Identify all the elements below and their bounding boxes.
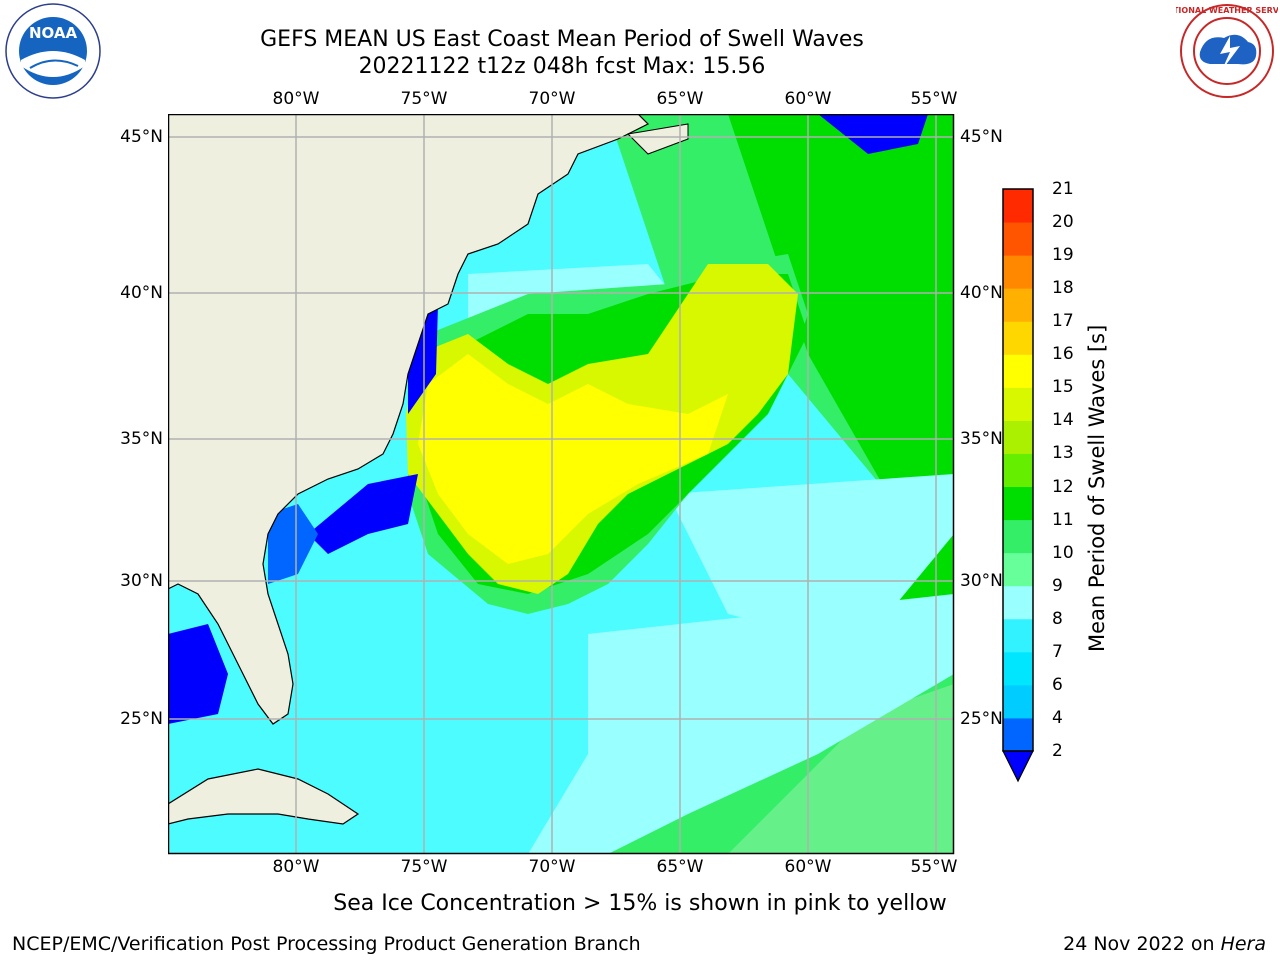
contour-8s-mid [668, 474, 954, 634]
lat-label-left-45n: 45°N [120, 127, 163, 147]
lat-label-left-35n: 35°N [120, 429, 163, 449]
contour-14s [418, 354, 728, 564]
colorbar-tick-label: 17 [1052, 311, 1074, 332]
chart-title: GEFS MEAN US East Coast Mean Period of S… [260, 27, 864, 52]
colorbar-tick-label: 18 [1052, 278, 1074, 299]
ice-note-text: Sea Ice Concentration > 15% is shown in … [333, 891, 947, 916]
colorbar-band [1003, 354, 1033, 388]
canada-low-period [818, 114, 928, 154]
colorbar-tick-label: 13 [1052, 443, 1074, 464]
colorbar [1002, 188, 1034, 783]
colorbar-band [1003, 486, 1033, 521]
lon-label-top-65w: 65°W [656, 89, 704, 109]
colorbar-band [1003, 585, 1033, 620]
gulf-low-period [168, 624, 228, 724]
lat-label-left-30n: 30°N [120, 571, 163, 591]
ice-note: Sea Ice Concentration > 15% is shown in … [0, 891, 1280, 916]
lon-label-bottom-75w: 75°W [400, 857, 448, 877]
colorbar-tick-label: 7 [1052, 641, 1063, 662]
lon-label-top-80w: 80°W [272, 89, 320, 109]
chart-subtitle: 20221122 t12z 048h fcst Max: 15.56 [358, 54, 766, 79]
lon-label-top-55w: 55°W [910, 89, 958, 109]
colorbar-band [1003, 255, 1033, 289]
contour-8s-south [528, 594, 954, 854]
nws-logo-text: NATIONAL WEATHER SERVICE [1176, 6, 1278, 15]
colorbar-tick-label: 21 [1052, 179, 1074, 199]
run-host: Hera [1220, 933, 1266, 955]
north-america-land [168, 114, 650, 725]
lat-label-left-25n: 25°N [120, 709, 163, 729]
colorbar-band [1003, 420, 1033, 454]
lat-label-right-40n: 40°N [960, 283, 1003, 303]
colorbar-band [1003, 387, 1033, 421]
lon-label-bottom-80w: 80°W [272, 857, 320, 877]
colorbar-tick-label: 12 [1052, 476, 1074, 497]
lon-label-top-60w: 60°W [784, 89, 832, 109]
colorbar-band [1003, 222, 1033, 256]
nws-logo: NATIONAL WEATHER SERVICE [1176, 4, 1278, 98]
colorbar-tick-label: 19 [1052, 245, 1074, 266]
lat-label-left-40n: 40°N [120, 283, 163, 303]
lon-label-bottom-60w: 60°W [784, 857, 832, 877]
colorbar-tick-label: 9 [1052, 575, 1063, 596]
lat-label-right-45n: 45°N [960, 127, 1003, 147]
lat-label-right-25n: 25°N [960, 709, 1003, 729]
colorbar-tick-label: 11 [1052, 509, 1074, 530]
colorbar-band [1003, 684, 1033, 719]
colorbar-frame [1002, 188, 1034, 752]
colorbar-tick-label: 16 [1052, 344, 1074, 365]
colorbar-tick-label: 8 [1052, 608, 1063, 629]
colorbar-band [1003, 519, 1033, 554]
colorbar-under-arrow [1002, 750, 1034, 783]
swell-period-map [168, 114, 955, 855]
lon-label-bottom-70w: 70°W [528, 857, 576, 877]
colorbar-band [1003, 453, 1033, 488]
colorbar-band [1003, 552, 1033, 587]
nova-scotia-land [626, 123, 689, 155]
noaa-logo-text: NOAA [29, 24, 78, 42]
graticule [168, 114, 954, 854]
colorbar-tick-label: 2 [1052, 741, 1063, 761]
lat-label-right-30n: 30°N [960, 571, 1003, 591]
coastal-low-period-2 [308, 474, 418, 554]
colorbar-tick-label: 10 [1052, 542, 1074, 563]
colorbar-band [1003, 651, 1033, 686]
lon-label-bottom-65w: 65°W [656, 857, 704, 877]
cuba-land [168, 768, 360, 825]
lon-label-bottom-55w: 55°W [910, 857, 958, 877]
lat-label-right-35n: 35°N [960, 429, 1003, 449]
noaa-logo: NOAA [5, 3, 101, 99]
colorbar-band [1003, 618, 1033, 653]
colorbar-tick-label: 6 [1052, 674, 1063, 695]
colorbar-band [1003, 717, 1033, 752]
colorbar-tick-label: 15 [1052, 377, 1074, 398]
colorbar-segments [1003, 189, 1033, 752]
lon-label-top-75w: 75°W [400, 89, 448, 109]
lon-label-top-70w: 70°W [528, 89, 576, 109]
colorbar-band [1003, 288, 1033, 322]
colorbar-tick-label: 4 [1052, 707, 1063, 728]
run-date: 24 Nov 2022 on Hera [1063, 933, 1266, 955]
contour-9s-south [728, 684, 954, 854]
colorbar-tick-label: 20 [1052, 212, 1074, 233]
colorbar-tick-label: 14 [1052, 410, 1074, 431]
map-frame [168, 114, 955, 855]
branch-credit: NCEP/EMC/Verification Post Processing Pr… [12, 933, 641, 955]
coastal-low-period-3 [268, 504, 318, 584]
run-date-text: 24 Nov 2022 on [1063, 933, 1221, 955]
colorbar-band [1003, 189, 1033, 223]
colorbar-band [1003, 321, 1033, 355]
colorbar-title: Mean Period of Swell Waves [s] [1085, 324, 1109, 652]
